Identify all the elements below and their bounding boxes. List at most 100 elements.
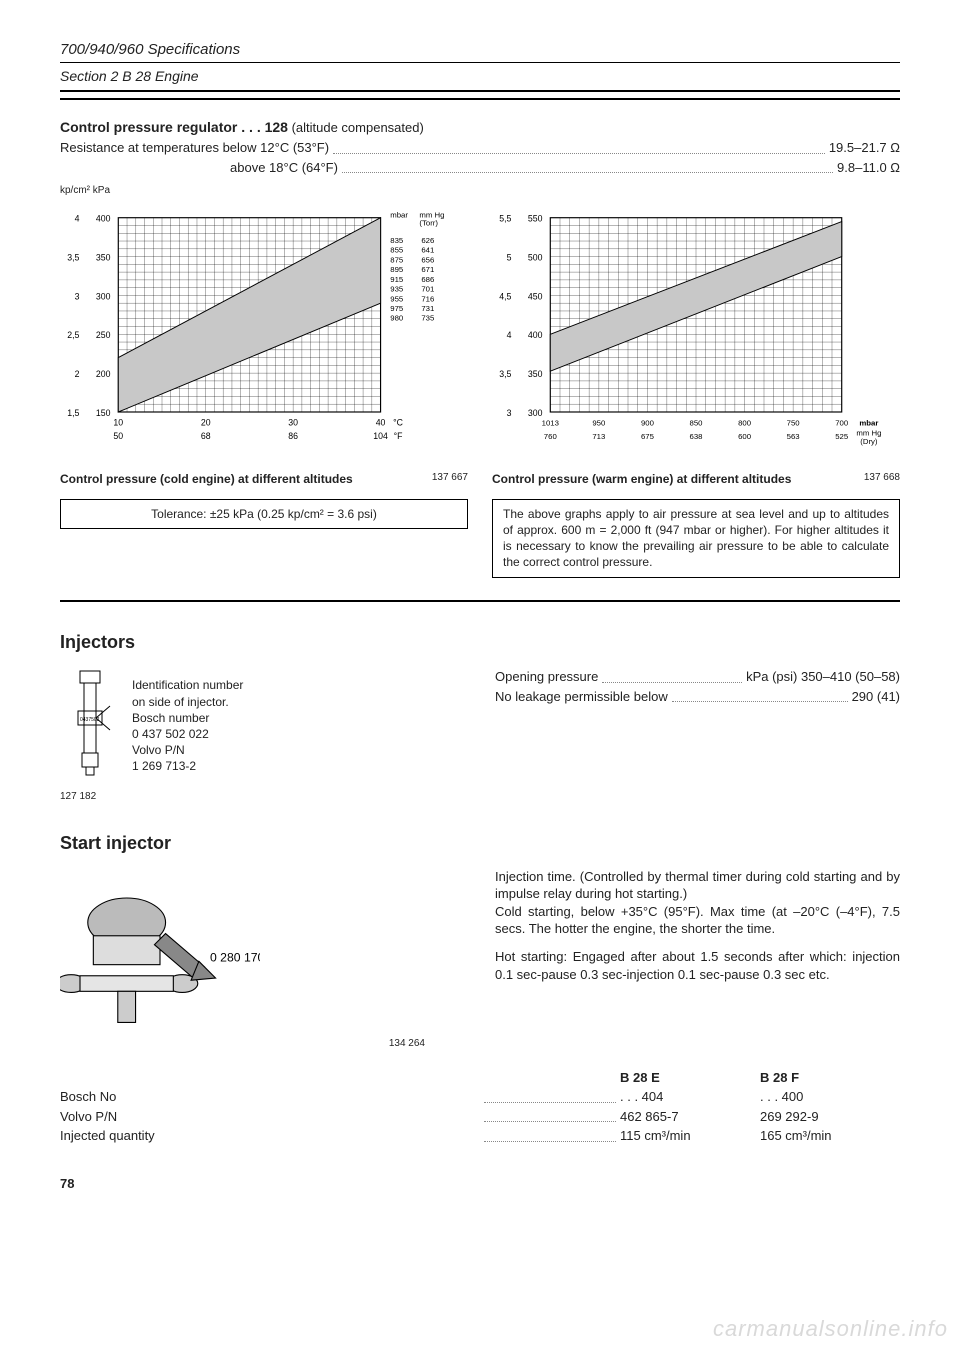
start-inj-para2: Hot starting: Engaged after about 1.5 se… [495,948,900,983]
svg-text:°C: °C [393,417,403,427]
svg-text:671: 671 [421,265,434,274]
svg-text:400: 400 [96,213,111,223]
svg-text:3: 3 [75,291,80,301]
res1-value: 19.5–21.7 Ω [829,139,900,157]
svg-text:300: 300 [528,408,543,418]
unit-label: kp/cm² kPa [60,184,900,198]
cpr-heading: Control pressure regulator . . . 128 (al… [60,118,900,137]
opening-value: kPa (psi) 350–410 (50–58) [746,668,900,686]
svg-text:4: 4 [507,330,512,340]
warm-chart-caption: Control pressure (warm engine) at differ… [492,471,900,487]
svg-text:500: 500 [528,252,543,262]
svg-text:400: 400 [528,330,543,340]
svg-text:20: 20 [201,417,211,427]
cold-chart-caption: Control pressure (cold engine) at differ… [60,471,468,487]
svg-text:950: 950 [592,418,606,427]
svg-text:68: 68 [201,431,211,441]
svg-text:(Torr): (Torr) [419,218,438,227]
svg-text:450: 450 [528,291,543,301]
svg-text:3,5: 3,5 [67,252,79,262]
svg-text:750: 750 [787,418,801,427]
svg-text:800: 800 [738,418,752,427]
svg-text:200: 200 [96,369,111,379]
svg-text:626: 626 [421,236,434,245]
svg-text:955: 955 [390,294,403,303]
svg-text:350: 350 [96,252,111,262]
svg-text:915: 915 [390,274,403,283]
svg-text:350: 350 [528,369,543,379]
resistance-row-2: above 18°C (64°F) 9.8–11.0 Ω [60,159,900,177]
svg-text:760: 760 [544,432,558,441]
res2-value: 9.8–11.0 Ω [837,159,900,177]
svg-text:900: 900 [641,418,655,427]
svg-text:4,5: 4,5 [499,291,511,301]
dots [333,139,825,154]
warm-chart: 5,5 5 4,5 4 3,5 3 550 500 450 400 350 30… [492,208,900,578]
svg-text:656: 656 [421,255,434,264]
svg-text:895: 895 [390,265,403,274]
svg-text:3: 3 [507,408,512,418]
injector-left: 0437502 Identification number on side of… [60,666,465,804]
svg-text:525: 525 [835,432,848,441]
start-inj-para1: Injection time. (Controlled by thermal t… [495,868,900,938]
svg-text:0 280 170 . . .: 0 280 170 . . . [210,950,260,964]
svg-text:5,5: 5,5 [499,213,511,223]
divider [60,600,900,602]
res1-label: Resistance at temperatures below 12°C (5… [60,139,329,157]
svg-text:1013: 1013 [542,418,559,427]
table-row: Volvo P/N 462 865-7 269 292-9 [60,1108,900,1126]
col-head-1: B 28 E [620,1069,760,1087]
opening-label: Opening pressure [495,668,598,686]
cpr-subtitle: (altitude compensated) [288,120,424,135]
svg-text:731: 731 [421,304,434,313]
start-injector-left: 0 280 170 . . . 134 264 [60,868,465,1051]
start-injector-title: Start injector [60,831,900,855]
svg-text:713: 713 [592,432,605,441]
svg-text:550: 550 [528,213,543,223]
svg-text:300: 300 [96,291,111,301]
svg-text:mbar: mbar [390,210,408,219]
section-line: Section 2 B 28 Engine [60,67,900,92]
svg-text:980: 980 [390,313,404,322]
res2-label: above 18°C (64°F) [230,159,338,177]
svg-text:3,5: 3,5 [499,369,511,379]
rule-heavy [60,98,900,100]
warm-chart-ref: 137 668 [864,471,900,485]
page-number: 78 [60,1175,900,1193]
injector-fig-ref: 127 182 [60,790,465,804]
svg-text:250: 250 [96,330,111,340]
svg-text:mbar: mbar [859,418,878,427]
svg-text:10: 10 [113,417,123,427]
cold-chart: 4 3,5 3 2,5 2 1,5 400 350 300 250 200 15… [60,208,468,578]
spec-table: B 28 E B 28 F Bosch No . . . 404 . . . 4… [60,1069,900,1145]
svg-text:2,5: 2,5 [67,330,79,340]
cold-chart-ref: 137 667 [432,471,468,485]
svg-text:850: 850 [690,418,704,427]
cold-chart-svg: 4 3,5 3 2,5 2 1,5 400 350 300 250 200 15… [60,208,468,461]
svg-text:835: 835 [390,236,403,245]
svg-text:935: 935 [390,284,403,293]
svg-text:104: 104 [373,431,388,441]
svg-text:°F: °F [394,431,403,441]
table-row: Injected quantity 115 cm³/min 165 cm³/mi… [60,1127,900,1145]
svg-text:40: 40 [376,417,386,427]
svg-text:5: 5 [507,252,512,262]
rule-thin [60,62,900,63]
note-box: The above graphs apply to air pressure a… [492,499,900,578]
warm-chart-svg: 5,5 5 4,5 4 3,5 3 550 500 450 400 350 30… [492,208,900,461]
svg-text:mm Hg: mm Hg [856,428,881,437]
svg-text:855: 855 [390,245,403,254]
svg-text:563: 563 [787,432,800,441]
svg-text:641: 641 [421,245,434,254]
svg-text:638: 638 [690,432,703,441]
svg-text:975: 975 [390,304,403,313]
col-head-2: B 28 F [760,1069,900,1087]
table-row: Bosch No . . . 404 . . . 400 [60,1088,900,1106]
start-injector-fig-ref: 134 264 [60,1037,425,1051]
injector-id-text: Identification number on side of injecto… [132,677,243,774]
start-injector-icon: 0 280 170 . . . [60,878,260,1034]
resistance-row-1: Resistance at temperatures below 12°C (5… [60,139,900,157]
leakage-label: No leakage permissible below [495,688,668,706]
svg-text:700: 700 [835,418,849,427]
svg-text:875: 875 [390,255,403,264]
